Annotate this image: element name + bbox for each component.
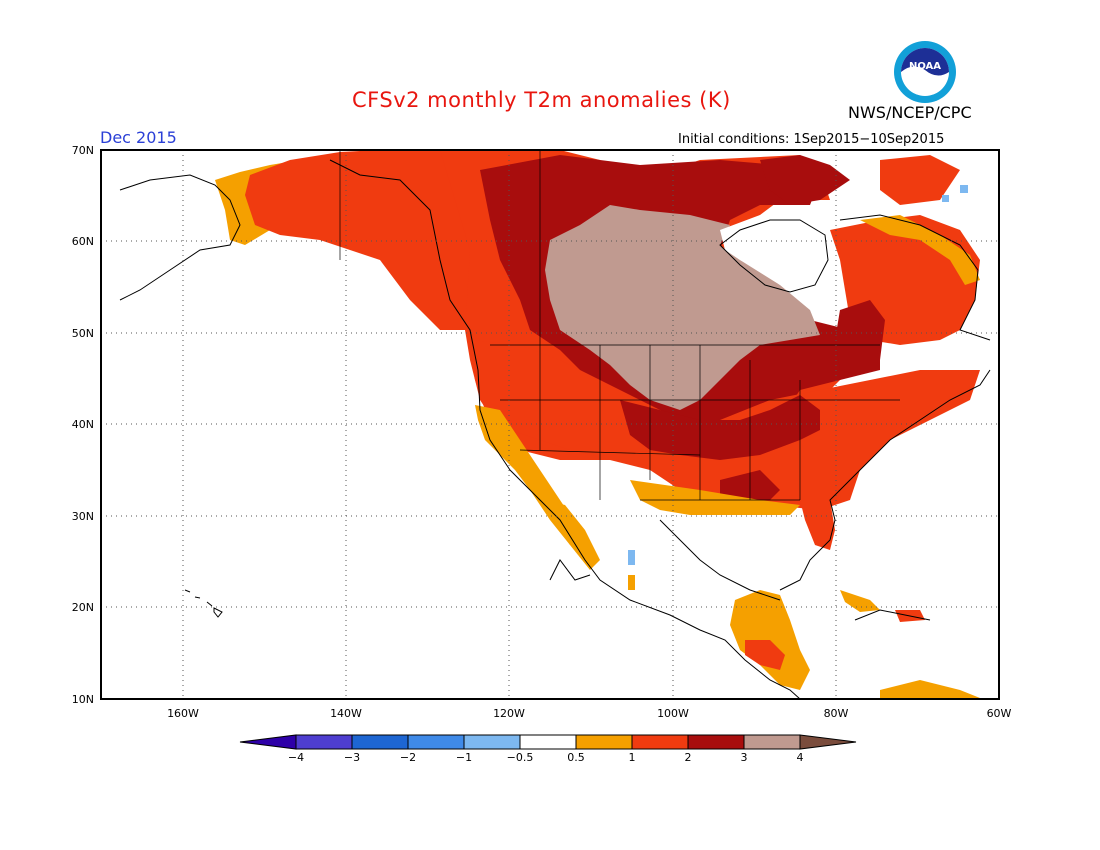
lat-label: 10N [72,693,94,706]
legend-label: −0.5 [507,751,534,764]
color-legend: −4 −3 −2 −1 −0.5 0.5 1 2 3 4 [239,734,857,764]
legend-swatch [351,734,409,750]
lat-label: 40N [72,418,94,431]
legend-swatch [463,734,521,750]
forecast-month: Dec 2015 [100,128,177,147]
lon-label: 140W [330,707,362,720]
legend-label: 0.5 [567,751,585,764]
legend-label: 3 [741,751,748,764]
legend-swatch [631,734,689,750]
legend-swatch [687,734,745,750]
legend-label: −1 [456,751,472,764]
legend-swatch [743,734,801,750]
legend-label: −3 [344,751,360,764]
lat-label: 50N [72,327,94,340]
legend-arrow-low [239,734,297,750]
legend-swatch [407,734,465,750]
noaa-logo-icon: NOAA [894,41,956,103]
map-border [100,149,1000,700]
legend-label: −4 [288,751,304,764]
map-title: CFSv2 monthly T2m anomalies (K) [352,88,731,112]
legend-label: 4 [797,751,804,764]
coastlines [119,159,991,700]
lon-label: 160W [167,707,199,720]
hawaii-outline [184,589,223,618]
svg-text:NOAA: NOAA [909,61,941,72]
anomaly-shading [215,150,980,699]
lat-label: 70N [72,144,94,157]
initial-conditions: Initial conditions: 1Sep2015−10Sep2015 [678,132,945,147]
latitude-labels: 70N 60N 50N 40N 30N 20N 10N [72,144,94,706]
legend-swatch [575,734,633,750]
legend-label: 2 [685,751,692,764]
lat-label: 20N [72,601,94,614]
lon-label: 80W [824,707,849,720]
legend-arrow-high [799,734,857,750]
lat-label: 30N [72,510,94,523]
lat-label: 60N [72,235,94,248]
legend-swatch [295,734,353,750]
longitude-labels: 160W 140W 120W 100W 80W 60W [167,707,1011,720]
legend-swatch [519,734,577,750]
political-boundaries [339,150,900,501]
legend-label: 1 [629,751,636,764]
lon-label: 60W [987,707,1012,720]
lon-label: 120W [493,707,525,720]
legend-label: −2 [400,751,416,764]
agency-label: NWS/NCEP/CPC [848,103,972,122]
lon-label: 100W [657,707,689,720]
